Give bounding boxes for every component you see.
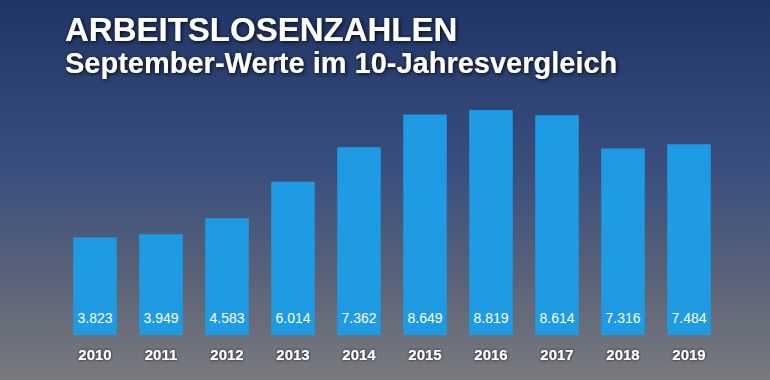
- svg-text:3.949: 3.949: [143, 310, 178, 326]
- svg-text:8.614: 8.614: [539, 310, 574, 326]
- svg-text:2015: 2015: [408, 346, 441, 363]
- svg-text:2016: 2016: [474, 346, 507, 363]
- svg-text:7.484: 7.484: [671, 310, 706, 326]
- svg-text:7.362: 7.362: [341, 310, 376, 326]
- svg-text:7.316: 7.316: [605, 310, 640, 326]
- svg-text:2019: 2019: [672, 346, 705, 363]
- svg-text:2010: 2010: [78, 346, 111, 363]
- svg-text:ARBEITSLOSENZAHLEN: ARBEITSLOSENZAHLEN: [65, 11, 457, 48]
- svg-text:September-Werte im 10-Jahresve: September-Werte im 10-Jahresvergleich: [65, 47, 617, 79]
- svg-text:2013: 2013: [276, 346, 309, 363]
- svg-text:2018: 2018: [606, 346, 639, 363]
- svg-text:2014: 2014: [342, 346, 376, 363]
- svg-text:4.583: 4.583: [209, 310, 244, 326]
- svg-text:3.823: 3.823: [77, 310, 112, 326]
- svg-text:6.014: 6.014: [275, 310, 310, 326]
- svg-text:8.819: 8.819: [473, 310, 508, 326]
- svg-text:2017: 2017: [540, 346, 573, 363]
- svg-text:2012: 2012: [210, 346, 243, 363]
- svg-text:8.649: 8.649: [407, 310, 442, 326]
- svg-text:2011: 2011: [145, 346, 178, 363]
